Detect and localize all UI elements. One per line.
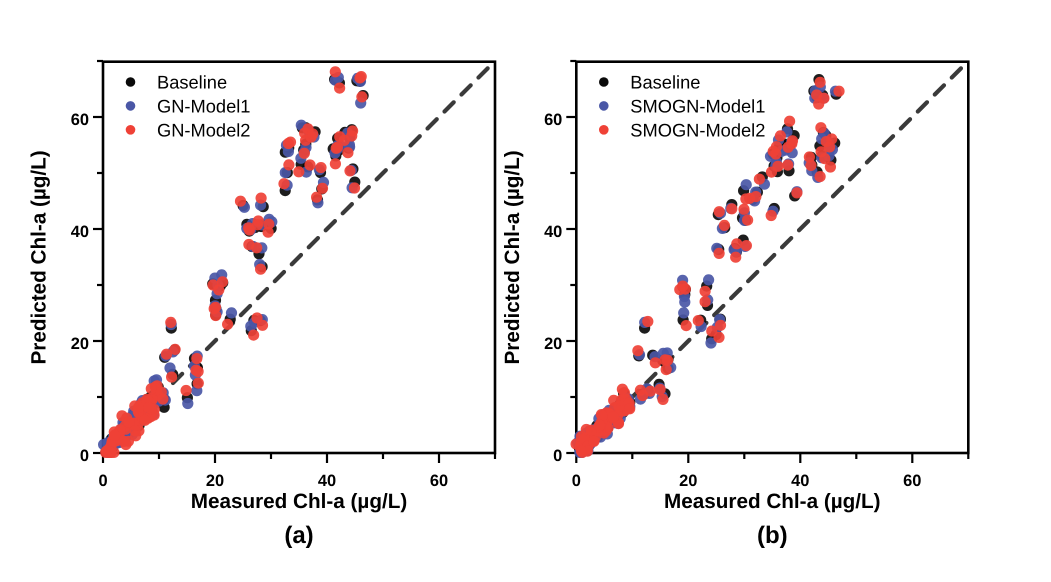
svg-text:Measured Chl-a (µg/L): Measured Chl-a (µg/L) [191,490,408,513]
svg-text:20: 20 [71,335,89,353]
svg-text:40: 40 [71,223,89,241]
svg-text:60: 60 [544,111,562,129]
svg-text:(b): (b) [757,522,788,549]
svg-text:SMOGN-Model2: SMOGN-Model2 [630,119,765,140]
svg-text:0: 0 [80,447,89,465]
svg-text:60: 60 [903,472,921,490]
svg-text:GN-Model1: GN-Model1 [157,95,250,116]
svg-text:20: 20 [679,472,697,490]
svg-text:Measured Chl-a (µg/L): Measured Chl-a (µg/L) [664,490,881,513]
svg-text:40: 40 [791,472,809,490]
svg-text:(a): (a) [284,522,313,549]
svg-text:Predicted Chl-a (µg/L): Predicted Chl-a (µg/L) [501,150,524,364]
svg-text:40: 40 [318,472,336,490]
svg-text:0: 0 [98,472,107,490]
svg-text:GN-Model2: GN-Model2 [157,119,250,140]
svg-text:SMOGN-Model1: SMOGN-Model1 [630,95,765,116]
svg-text:40: 40 [544,223,562,241]
svg-text:Baseline: Baseline [630,72,700,93]
svg-text:Predicted Chl-a (µg/L): Predicted Chl-a (µg/L) [28,150,51,364]
svg-text:Baseline: Baseline [157,72,227,93]
svg-text:0: 0 [572,472,581,490]
svg-text:20: 20 [206,472,224,490]
svg-text:60: 60 [71,111,89,129]
svg-text:0: 0 [553,447,562,465]
svg-text:20: 20 [544,335,562,353]
svg-text:60: 60 [430,472,448,490]
